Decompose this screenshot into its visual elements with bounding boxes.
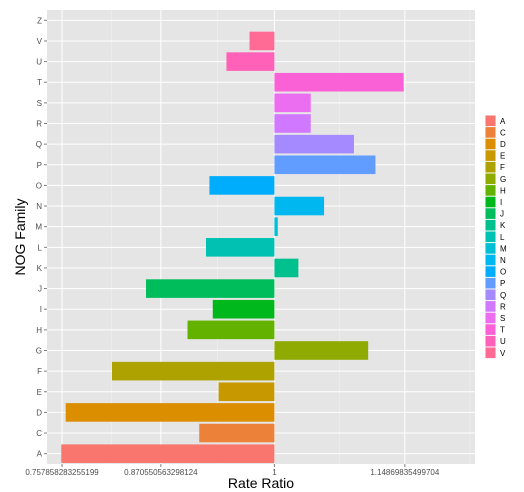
legend-label-T: T <box>500 326 505 335</box>
y-tick-label: G <box>36 347 42 356</box>
y-tick-label: E <box>37 388 42 397</box>
legend-label-V: V <box>500 349 506 358</box>
legend-swatch-P <box>485 277 496 289</box>
bar-P <box>274 155 376 175</box>
bar-A <box>61 444 275 463</box>
legend-swatch-J <box>485 208 496 219</box>
legend-swatch-H <box>485 185 496 196</box>
legend-label-R: R <box>500 302 506 311</box>
bar-R <box>274 114 311 133</box>
y-tick-label: M <box>35 223 42 232</box>
legend-label-E: E <box>500 152 505 161</box>
bar-E <box>218 382 275 402</box>
bar-C <box>199 423 275 443</box>
y-axis-title: NOG Family <box>12 199 28 276</box>
y-tick-label: Z <box>37 16 42 25</box>
legend-label-J: J <box>500 210 504 219</box>
legend-swatch-C <box>485 127 496 138</box>
y-tick-label: P <box>37 161 42 170</box>
legend-label-N: N <box>500 256 506 265</box>
x-axis-title: Rate Ratio <box>228 475 294 491</box>
legend-swatch-F <box>485 161 496 173</box>
legend-swatch-D <box>485 138 496 150</box>
legend-label-S: S <box>500 314 505 323</box>
bar-S <box>274 93 311 113</box>
legend-swatch-G <box>485 173 496 185</box>
y-tick-label: I <box>40 305 42 314</box>
legend-swatch-N <box>485 254 496 266</box>
legend-swatch-S <box>485 312 496 324</box>
legend-swatch-Q <box>485 289 496 301</box>
bar-H <box>187 320 275 340</box>
legend-swatch-T <box>485 324 496 335</box>
legend-swatch-M <box>485 243 496 254</box>
y-tick-label: F <box>37 367 42 376</box>
y-tick-label: L <box>38 243 43 252</box>
bar-J <box>146 279 275 298</box>
legend-swatch-V <box>485 347 496 359</box>
x-axis: 0.757858283255199 0.870550563298124 1 1.148… <box>25 464 440 477</box>
legend-swatch-O <box>485 266 496 277</box>
y-tick-label: N <box>36 202 42 211</box>
x-tick-label: 0.870550563298124 <box>124 468 198 477</box>
y-tick-label: J <box>38 285 42 294</box>
legend-swatch-A <box>485 115 496 127</box>
legend-swatch-U <box>485 335 496 347</box>
y-tick-label: C <box>36 429 42 438</box>
bar-G <box>274 341 369 360</box>
legend-swatch-R <box>485 301 496 312</box>
legend-swatch-L <box>485 231 496 243</box>
legend-swatch-K <box>485 219 496 231</box>
bar-F <box>111 361 275 381</box>
bars <box>61 31 404 463</box>
y-tick-label: K <box>37 264 43 273</box>
bar-K <box>274 258 299 278</box>
legend-swatch-E <box>485 150 496 161</box>
y-tick-label: O <box>36 181 42 190</box>
legend-label-D: D <box>500 140 506 149</box>
bar-V <box>249 31 275 51</box>
y-tick-label: R <box>36 120 42 129</box>
legend-label-C: C <box>500 128 506 137</box>
legend-label-P: P <box>500 279 505 288</box>
legend-label-Q: Q <box>500 291 506 300</box>
legend-swatch-I <box>485 196 496 208</box>
y-tick-label: V <box>37 37 43 46</box>
bar-I <box>212 299 275 319</box>
bar-D <box>65 403 275 422</box>
bar-M <box>274 217 278 236</box>
x-tick-label: 1.14869835499704 <box>370 468 440 477</box>
legend-label-O: O <box>500 268 506 277</box>
bar-O <box>209 176 275 195</box>
y-tick-label: H <box>36 326 42 335</box>
legend-label-H: H <box>500 186 506 195</box>
y-tick-label: T <box>37 78 42 87</box>
legend-label-F: F <box>500 163 505 172</box>
y-tick-label: U <box>36 58 42 67</box>
x-tick-label: 0.757858283255199 <box>25 468 99 477</box>
y-tick-label: D <box>36 408 42 417</box>
bar-U <box>226 52 275 71</box>
y-axis: A C D E F G H I J K L M N O P Q R S T U V Z <box>35 16 47 459</box>
bar-Q <box>274 134 354 154</box>
legend-label-A: A <box>500 117 506 126</box>
y-tick-label: S <box>37 99 42 108</box>
bar-L <box>206 238 275 257</box>
y-tick-label: A <box>37 450 43 459</box>
legend-label-K: K <box>500 221 506 230</box>
legend-label-G: G <box>500 175 506 184</box>
x-tick-label: 1 <box>272 468 277 477</box>
y-tick-label: Q <box>36 140 42 149</box>
legend-label-L: L <box>500 233 505 242</box>
legend-label-I: I <box>500 198 502 207</box>
bar-N <box>274 196 325 216</box>
legend-label-U: U <box>500 337 506 346</box>
bar-T <box>274 72 404 92</box>
legend-label-M: M <box>500 244 507 253</box>
